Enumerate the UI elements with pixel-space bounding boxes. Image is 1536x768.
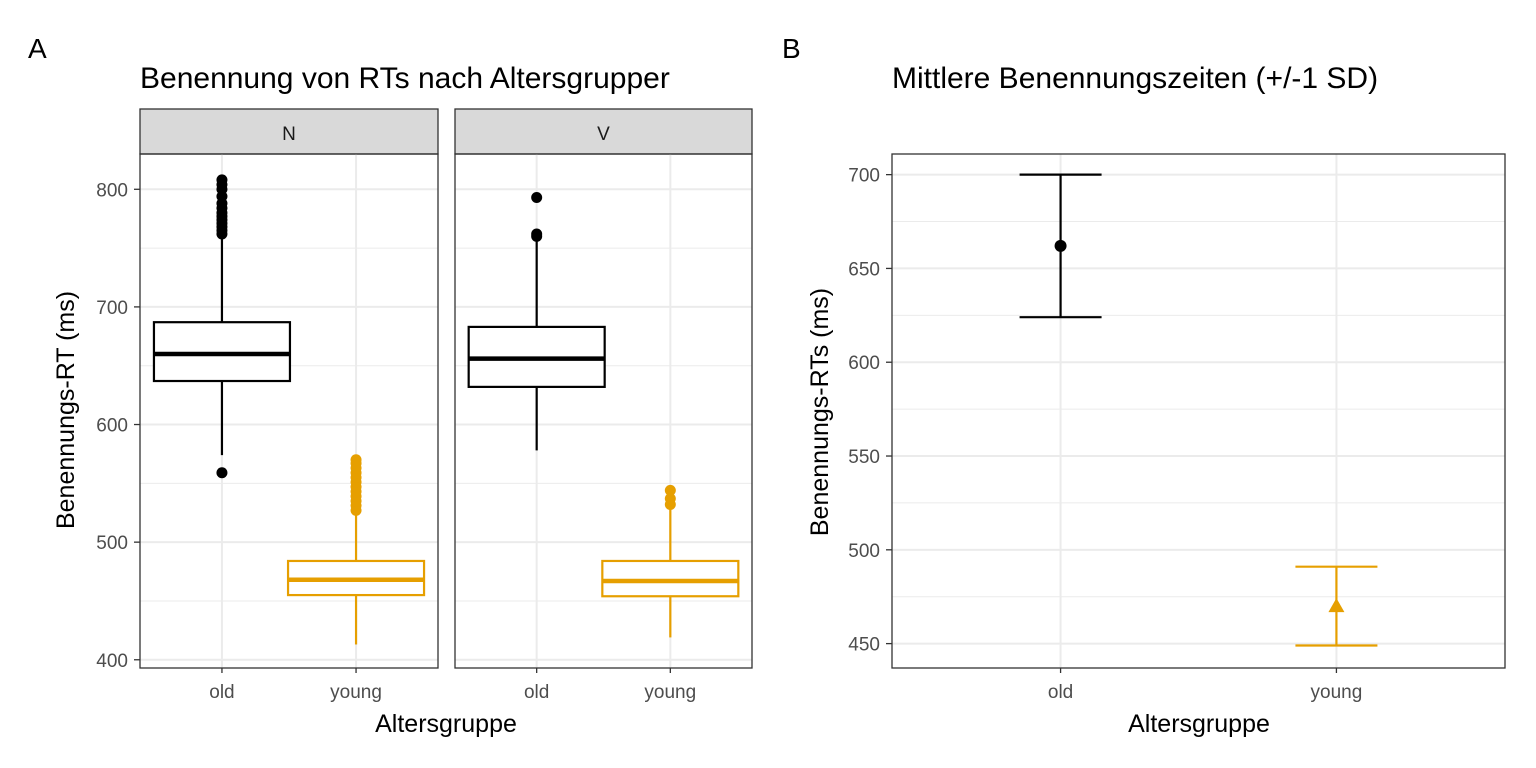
facet-border — [139, 153, 439, 669]
outlier-point — [531, 228, 543, 240]
y-tick-label: 600 — [96, 416, 128, 437]
panel-b-x-axis-title: Altersgruppe — [1128, 710, 1270, 738]
box-iqr — [601, 559, 740, 598]
panel-a-title: Benennung von RTs nach Altersgrupper — [140, 62, 670, 95]
x-tick-label: old — [209, 682, 234, 703]
panel-b-title: Mittlere Benennungszeiten (+/-1 SD) — [892, 62, 1378, 95]
y-tick-label: 700 — [96, 298, 128, 319]
y-tick-label: 400 — [96, 651, 128, 672]
x-tick-label: young — [1311, 682, 1363, 703]
box-iqr — [152, 321, 292, 383]
y-tick-label: 650 — [848, 259, 880, 280]
y-tick-label: 500 — [848, 541, 880, 562]
x-tick-label: old — [1048, 682, 1073, 703]
facet-strip-label: N — [282, 124, 296, 145]
outlier-point — [531, 192, 543, 204]
outlier-point — [350, 454, 362, 466]
outlier-point — [216, 467, 228, 479]
box-young — [601, 484, 740, 638]
panel-a-y-axis: 400 500 600 700 800 — [96, 180, 140, 672]
facet-border — [454, 153, 753, 669]
y-tick-label: 800 — [96, 180, 128, 201]
outlier-point — [216, 174, 228, 186]
outlier-point — [664, 493, 676, 505]
panel-b-y-axis-title: Benennungs-RTs (ms) — [806, 288, 834, 536]
x-tick-label: young — [330, 682, 382, 703]
panel-a: A Benennung von RTs nach Altersgrupper N… — [28, 33, 753, 738]
panel-b-tag: B — [782, 33, 801, 64]
x-tick-label: old — [524, 682, 549, 703]
y-tick-label: 450 — [848, 635, 880, 656]
mean-point — [1328, 598, 1345, 613]
outlier-point — [664, 484, 676, 496]
panel-b-plot: 450 500 550 600 650 700 old young — [848, 153, 1506, 703]
box-old — [467, 192, 606, 451]
y-tick-label: 600 — [848, 353, 880, 374]
panel-a-y-axis-title: Benennungs-RT (ms) — [52, 291, 80, 529]
panel-b: B Mittlere Benennungszeiten (+/-1 SD) 45… — [782, 33, 1506, 738]
facet-strip — [454, 108, 753, 155]
x-tick-label: young — [644, 682, 696, 703]
mean-point — [1054, 239, 1067, 252]
facet-strip — [139, 108, 439, 155]
y-tick-label: 500 — [96, 533, 128, 554]
y-tick-label: 550 — [848, 447, 880, 468]
y-tick-label: 700 — [848, 166, 880, 187]
panel-a-tag: A — [28, 33, 47, 64]
errorbar-old — [1019, 173, 1102, 319]
panel-a-x-axis-title: Altersgruppe — [375, 710, 517, 738]
box-young — [286, 454, 426, 645]
facet-strip-label: V — [597, 124, 610, 145]
panel-b-border — [891, 153, 1506, 669]
box-old — [152, 174, 292, 479]
errorbar-young — [1295, 565, 1378, 647]
